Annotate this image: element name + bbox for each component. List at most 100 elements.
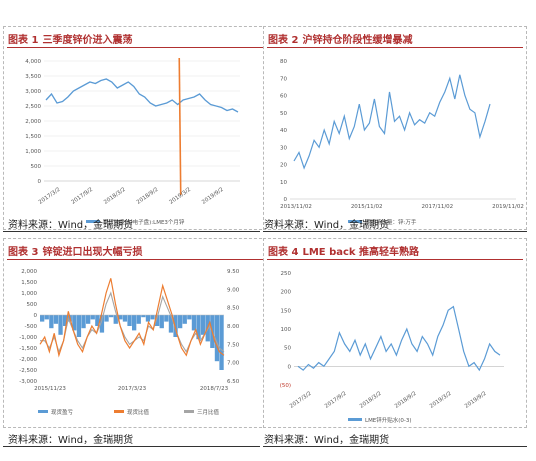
y-tick-label: 40 <box>280 128 287 134</box>
y-tick-label: 20 <box>280 163 287 169</box>
title-rule <box>7 259 263 260</box>
x-tick-label: 2019/3/2 <box>429 391 453 410</box>
source-note: 资料来源：Wind，金瑞期货 <box>8 220 134 231</box>
panel-chart-3: 图表 3 锌锭进口出现大幅亏损 -3,000 -2,500 -2,000 -1,500-… <box>3 238 267 428</box>
title-rule <box>267 259 523 260</box>
y-tick-label: 8.00 <box>227 324 240 330</box>
series-line <box>39 278 225 358</box>
y-tick-label: -500 <box>25 324 38 330</box>
x-tick-label: 2018/3/2 <box>103 187 127 206</box>
source-note: 资料来源：Wind，金瑞期货 <box>264 435 390 446</box>
x-tick-label: 2017/9/2 <box>70 187 94 206</box>
y-tick-label: 1,000 <box>21 291 37 297</box>
y-tick-label: 9.00 <box>227 287 240 293</box>
y-tick-label: 50 <box>284 346 291 352</box>
bar <box>168 315 174 333</box>
panel-chart-4: 图表 4 LME back 推高轻车熟路 (50) 0 50 100 150 200 250 2… <box>263 238 527 428</box>
bar <box>178 315 183 329</box>
y-tick-label: (50) <box>280 383 291 389</box>
bar <box>132 315 137 331</box>
series-line <box>297 305 501 372</box>
source-note: 资料来源：Wind，金瑞期货 <box>264 220 390 231</box>
x-tick-label: 2018/9/2 <box>394 391 418 410</box>
x-tick-label: 2018/3/2 <box>359 391 383 410</box>
x-tick-label: 2017/3/2 <box>289 391 313 410</box>
source-rule <box>263 231 527 232</box>
y-tick-label: 3,000 <box>25 89 41 95</box>
bar <box>90 315 95 320</box>
bar <box>95 315 100 326</box>
bar <box>40 315 45 322</box>
source-note: 资料来源：Wind，金瑞期货 <box>8 435 134 446</box>
bar <box>99 315 105 333</box>
legend-label: 现货盈亏 <box>51 408 74 416</box>
bar <box>201 315 206 335</box>
source-rule <box>3 231 260 232</box>
panel-title: 图表 2 沪锌持仓阶段性缓增暴减 <box>268 35 413 46</box>
x-tick-label: 2019/9/2 <box>464 391 488 410</box>
bar <box>164 315 169 322</box>
bar <box>109 315 114 318</box>
x-tick-label: 2015/11/23 <box>34 386 66 392</box>
y-tick-label: 200 <box>281 290 292 296</box>
x-tick-label: 2018/9/2 <box>136 187 160 206</box>
legend-swatch <box>38 410 48 413</box>
legend-swatch <box>348 418 362 421</box>
y-tick-label: -1,000 <box>19 335 37 341</box>
legend-swatch <box>86 220 100 223</box>
panel-title: 图表 3 锌锭进口出现大幅亏损 <box>8 247 143 258</box>
y-tick-label: 500 <box>31 164 42 170</box>
bar <box>196 315 201 340</box>
panel-title: 图表 4 LME back 推高轻车熟路 <box>268 247 420 258</box>
y-tick-label: 8.50 <box>227 306 240 312</box>
series-line <box>293 74 491 170</box>
bar <box>53 315 59 324</box>
x-tick-label: 2013/11/02 <box>280 204 312 210</box>
y-tick-label: 80 <box>280 59 287 65</box>
bar <box>150 315 155 320</box>
panel-title: 图表 1 三季度锌价进入震荡 <box>8 35 133 46</box>
chart-2: 0 10 20 30 40 50 60 70 80 2013/11/02 2015/11/02 201… <box>280 59 524 226</box>
y-tick-label: 2,500 <box>25 104 41 110</box>
x-tick-label: 2018/7/23 <box>200 386 229 392</box>
x-tick-label: 2019/9/2 <box>201 187 225 206</box>
series-line <box>45 78 239 113</box>
y-tick-label: 7.00 <box>227 361 240 367</box>
y-tick-label: 7.50 <box>227 342 240 348</box>
y-tick-label: -2,500 <box>19 368 37 374</box>
panel-chart-1: 图表 1 三季度锌价进入震荡 0 500 1,000 1,500 2,000 2,500 3,… <box>3 26 267 230</box>
bar <box>118 315 123 320</box>
y-tick-label: 1,500 <box>25 134 41 140</box>
legend-swatch <box>184 410 194 413</box>
x-tick-label: 2017/11/02 <box>421 204 453 210</box>
y-tick-label: 2,000 <box>21 269 37 275</box>
y-tick-label: 150 <box>281 308 292 314</box>
legend-label: 期货收盘价(电子盘):LME3个月锌 <box>103 218 185 226</box>
source-rule <box>263 446 527 447</box>
y-tick-label: 500 <box>27 302 38 308</box>
y-tick-label: 0 <box>38 179 42 185</box>
bar <box>44 315 49 320</box>
y-tick-label: 1,000 <box>25 149 41 155</box>
chart-3: -3,000 -2,500 -2,000 -1,500 -1,000 -500 0 500 1,… <box>19 269 240 416</box>
x-tick-label: 2017/9/2 <box>324 391 348 410</box>
bar <box>122 315 128 322</box>
y-tick-label: 3,500 <box>25 74 41 80</box>
legend-label: 三月比值 <box>197 408 220 416</box>
bar <box>81 315 86 329</box>
title-rule <box>7 47 263 48</box>
y-tick-label: 100 <box>281 327 292 333</box>
y-tick-label: -1,500 <box>19 346 37 352</box>
bar <box>72 315 77 331</box>
bar <box>214 315 220 362</box>
chart-1: 0 500 1,000 1,500 2,000 2,500 3,000 3,500 4,000 2… <box>25 57 240 226</box>
bar <box>159 315 164 329</box>
x-tick-label: 2017/3/2 <box>38 187 62 206</box>
y-tick-label: 1,500 <box>21 280 37 286</box>
x-tick-label: 2015/11/02 <box>351 204 383 210</box>
y-tick-label: 0 <box>288 364 292 370</box>
y-tick-label: 4,000 <box>25 59 41 65</box>
bar <box>136 315 141 324</box>
bar <box>63 315 68 326</box>
y-tick-label: -3,000 <box>19 379 37 385</box>
